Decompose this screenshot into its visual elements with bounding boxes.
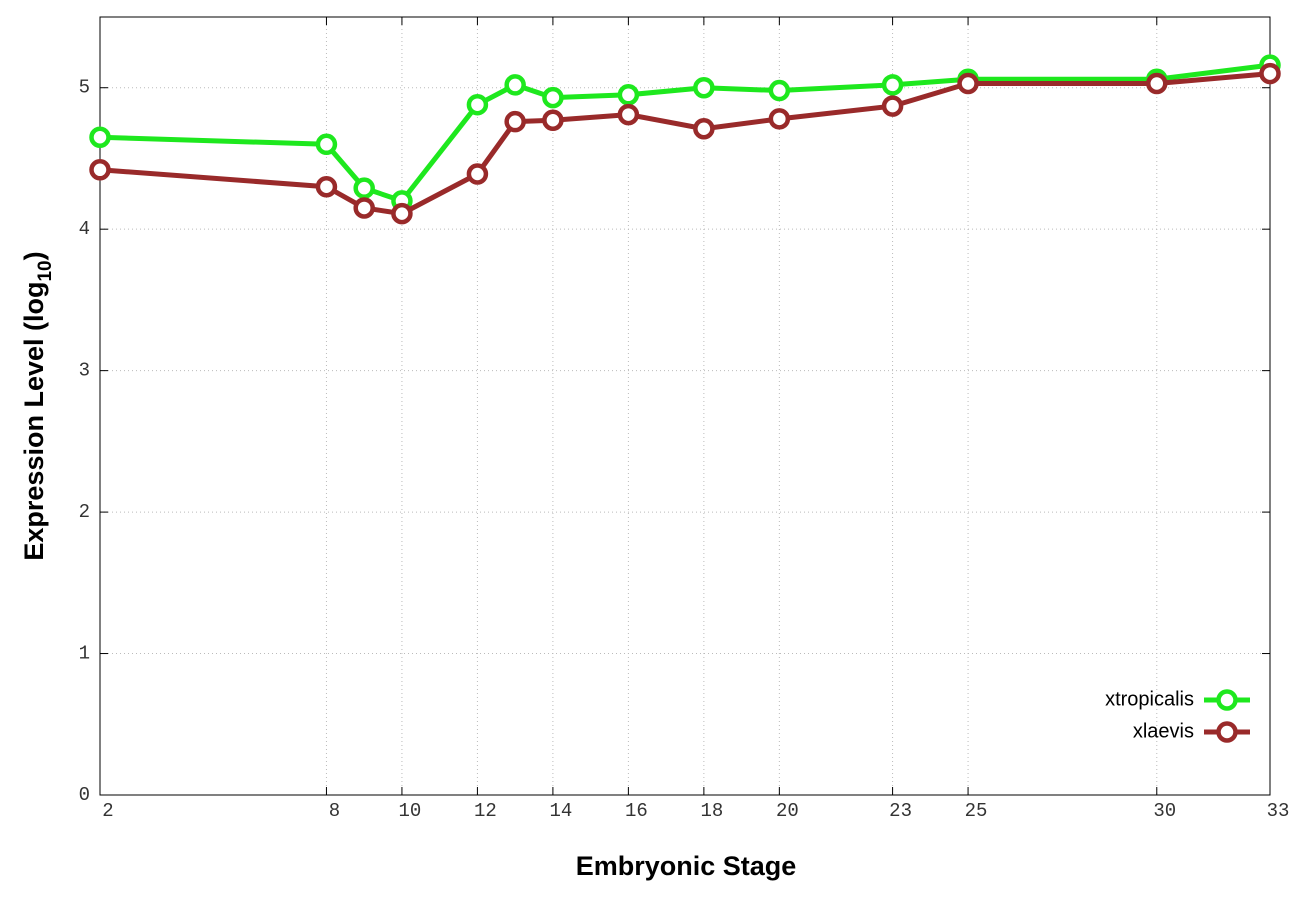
data-point (466, 93, 489, 116)
data-point (1259, 62, 1281, 85)
legend-label: xtropicalis (1105, 688, 1194, 710)
data-point (89, 159, 111, 181)
x-tick-label: 14 (549, 800, 572, 822)
data-point (353, 197, 375, 219)
data-point (693, 76, 715, 99)
x-tick-label: 18 (700, 800, 723, 822)
data-point (617, 84, 640, 106)
data-point (315, 175, 338, 198)
data-point (89, 126, 111, 148)
x-tick-label: 2 (102, 800, 113, 822)
y-tick-label: 5 (79, 77, 90, 99)
data-point (504, 74, 526, 96)
data-point (881, 74, 904, 96)
x-tick-label: 30 (1153, 800, 1176, 822)
x-tick-label: 16 (625, 800, 648, 822)
x-tick-label: 8 (329, 800, 340, 822)
y-axis-title-main: Expression Level (log (19, 282, 49, 561)
y-axis-title-suffix: ) (19, 251, 49, 260)
y-tick-label: 1 (79, 643, 90, 665)
data-point (504, 110, 526, 133)
y-tick-label: 3 (79, 360, 90, 382)
y-axis-title-subscript: 10 (35, 260, 56, 281)
data-point (768, 79, 791, 102)
data-point (957, 72, 979, 95)
data-point (466, 163, 489, 185)
data-point (617, 103, 640, 126)
data-point (542, 86, 564, 109)
data-point (353, 177, 375, 199)
x-tick-label: 33 (1267, 800, 1290, 822)
data-point (542, 109, 564, 132)
data-point (315, 133, 338, 156)
y-tick-label: 2 (79, 501, 90, 523)
data-point (693, 117, 715, 140)
legend-swatch-marker (1216, 689, 1238, 711)
data-point (391, 202, 413, 225)
plot-frame (99, 16, 1271, 796)
x-axis-title: Embryonic Stage (576, 851, 797, 881)
x-tick-label: 20 (776, 800, 799, 822)
data-point (768, 108, 791, 130)
legend-label: xlaevis (1133, 720, 1194, 742)
y-tick-label: 0 (79, 784, 90, 806)
data-point (881, 95, 904, 117)
x-tick-label: 23 (889, 800, 912, 822)
x-tick-label: 25 (965, 800, 988, 822)
data-point (1146, 72, 1168, 95)
y-axis-title: Expression Level (log10) (19, 251, 56, 560)
x-tick-label: 12 (474, 800, 497, 822)
x-tick-label: 10 (399, 800, 422, 822)
y-tick-label: 4 (79, 218, 90, 240)
legend-swatch-marker (1216, 721, 1238, 743)
